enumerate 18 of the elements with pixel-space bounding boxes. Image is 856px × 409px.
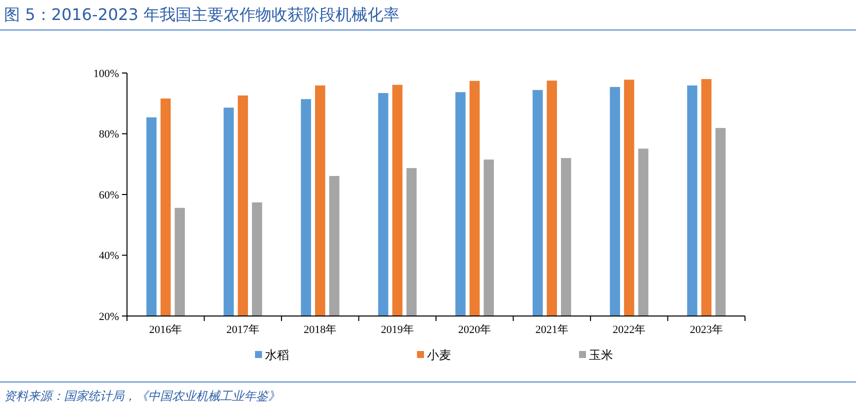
- y-tick-label: 20%: [98, 310, 119, 323]
- legend-label: 水稻: [265, 348, 289, 362]
- x-tick-label: 2017年: [226, 324, 260, 336]
- legend-label: 小麦: [427, 348, 451, 362]
- x-tick-label: 2016年: [149, 324, 182, 336]
- y-tick-label: 40%: [98, 250, 119, 262]
- x-tick-label: 2020年: [458, 324, 492, 336]
- x-tick-label: 2018年: [304, 324, 337, 336]
- x-tick-label: 2022年: [612, 324, 646, 336]
- x-tick-label: 2023年: [690, 324, 723, 336]
- text: 资料来源：国家统计局，《中国农业机械工业年鉴》: [4, 389, 280, 403]
- legend-label: 玉米: [589, 348, 613, 362]
- y-tick-label: 60%: [98, 189, 119, 202]
- chart-title: 图 5：2016-2023 年我国主要农作物收获阶段机械化率: [4, 5, 400, 24]
- x-tick-label: 2019年: [380, 324, 414, 336]
- y-tick-label: 100%: [93, 68, 119, 80]
- x-tick-label: 2021年: [535, 324, 568, 336]
- y-tick-label: 80%: [98, 128, 119, 141]
